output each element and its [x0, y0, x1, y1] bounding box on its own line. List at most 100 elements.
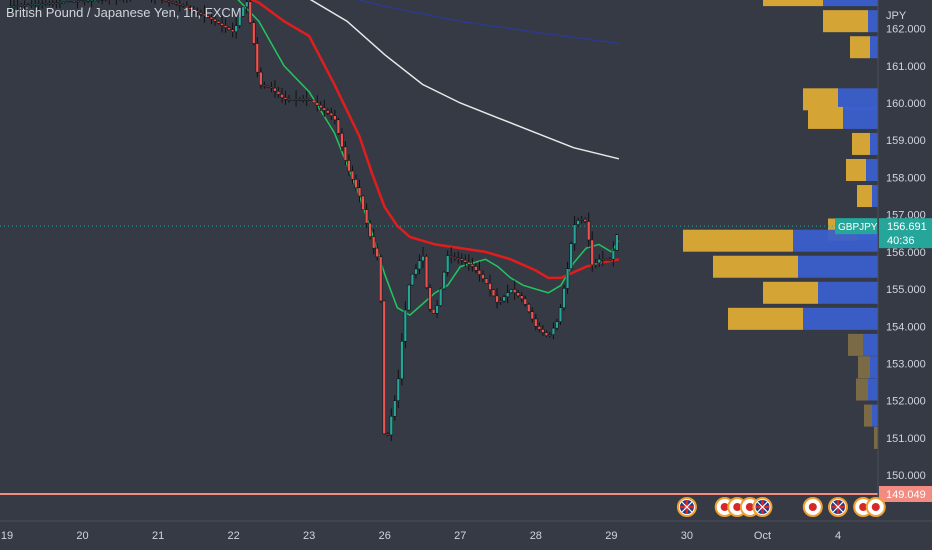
volume-profile-sell-bar	[823, 10, 868, 33]
candle-body	[315, 102, 319, 106]
candle-body	[505, 292, 510, 298]
x-tick-label: 4	[835, 530, 841, 542]
candle-body	[431, 308, 436, 314]
candle-body	[188, 7, 192, 10]
candle-body	[15, 5, 20, 7]
candle-body	[407, 284, 411, 311]
candle-body	[30, 4, 34, 6]
candle-body	[178, 3, 182, 6]
candle-body	[386, 433, 390, 436]
volume-profile-sell-bar	[728, 307, 803, 330]
candle-body	[58, 2, 62, 4]
series-line-3	[309, 0, 620, 160]
volume-profile-sell-bar	[713, 255, 798, 278]
japan-flag-icon[interactable]	[802, 497, 823, 517]
symbol-badge	[835, 218, 877, 235]
volume-profile-sell-bar	[848, 333, 863, 356]
x-tick-label: 26	[379, 530, 391, 542]
candle-body	[558, 307, 563, 322]
candle-body	[290, 99, 295, 101]
y-tick-label: 161.000	[886, 61, 926, 73]
volume-profile-sell-bar	[858, 356, 870, 379]
candle-body	[266, 85, 270, 88]
candle-body	[273, 87, 277, 92]
candle-body	[8, 5, 13, 8]
candle-body	[308, 99, 312, 101]
candle-body	[477, 270, 482, 275]
chart-title: British Pound / Japanese Yen, 1h, FXCM	[6, 5, 242, 20]
volume-profile-sell-bar	[856, 378, 868, 401]
candle-body	[523, 298, 527, 305]
candle-body	[516, 292, 520, 297]
candle-body	[382, 300, 386, 435]
series-line-1	[237, 0, 620, 317]
candle-body	[470, 264, 475, 267]
uk-flag-icon[interactable]	[752, 497, 773, 517]
uk-flag-icon[interactable]	[676, 497, 697, 517]
uk-flag-icon[interactable]	[828, 497, 848, 517]
candle-body	[551, 327, 556, 335]
candle-body	[255, 43, 259, 73]
candle-body	[396, 378, 400, 401]
volume-profile-sell-bar	[763, 281, 818, 304]
candle-body	[534, 318, 538, 327]
candle-body	[305, 99, 309, 101]
candle-body	[343, 146, 348, 161]
candle-body	[410, 273, 415, 286]
candle-body	[322, 107, 326, 111]
candle-body	[51, 2, 55, 5]
countdown-label: 40:36	[887, 235, 915, 247]
candle-body	[319, 105, 323, 109]
candle-body	[326, 110, 330, 114]
candle-body	[72, 1, 76, 3]
candle-body	[368, 222, 372, 237]
volume-profile-sell-bar	[852, 132, 870, 155]
y-tick-label: 153.000	[886, 358, 926, 370]
japan-flag-icon[interactable]	[865, 497, 886, 517]
candle-body	[488, 283, 492, 290]
candle-body	[484, 278, 489, 284]
candle-body	[44, 3, 48, 5]
candle-body	[350, 170, 355, 180]
candle-body	[361, 195, 365, 210]
candle-body	[449, 255, 453, 257]
candle-body	[37, 3, 41, 6]
candle-body	[371, 236, 376, 249]
candle-body	[424, 256, 429, 288]
candle-body	[438, 288, 443, 306]
volume-profile-buy-bar	[870, 356, 878, 379]
candle-body	[297, 99, 302, 101]
candle-body	[86, 0, 90, 2]
volume-profile-buy-bar	[866, 159, 878, 181]
candle-body	[572, 224, 577, 244]
candle-body	[223, 25, 228, 28]
candle-body	[594, 262, 598, 266]
candle-body	[527, 304, 531, 312]
candle-body	[248, 1, 252, 23]
candle-body	[565, 268, 570, 289]
candle-body	[509, 289, 513, 293]
candle-body	[414, 268, 418, 275]
candle-body	[537, 326, 541, 330]
candle-body	[456, 257, 460, 259]
candle-body	[340, 133, 344, 148]
candle-body	[421, 256, 425, 262]
candle-body	[220, 23, 224, 26]
y-tick-label: 159.000	[886, 135, 926, 147]
volume-profile-buy-bar	[870, 132, 878, 155]
candle-body	[579, 219, 584, 221]
candle-body	[520, 295, 524, 300]
candle-body	[597, 259, 601, 264]
candle-body	[181, 4, 185, 7]
volume-profile-sell-bar	[683, 229, 793, 252]
candle-body	[167, 0, 171, 3]
candle-body	[79, 0, 83, 3]
candle-body	[379, 256, 383, 302]
candle-body	[199, 12, 203, 15]
candle-body	[347, 160, 351, 172]
volume-profile-sell-bar	[846, 159, 866, 181]
candle-body	[202, 13, 207, 16]
candle-body	[548, 334, 552, 336]
volume-profile-buy-bar	[838, 88, 878, 111]
